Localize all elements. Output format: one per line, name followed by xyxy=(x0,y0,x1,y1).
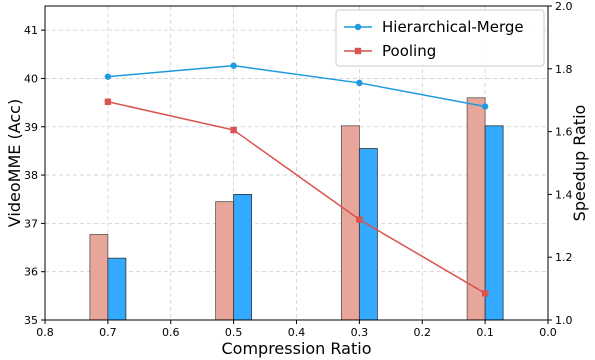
y-right-tick-label: 1.8 xyxy=(555,63,573,76)
point-hierarchical-merge xyxy=(481,103,489,110)
point-pooling xyxy=(104,98,112,105)
x-tick-label: 0.4 xyxy=(288,326,306,339)
y-right-tick-label: 1.0 xyxy=(555,314,573,327)
bar-hierarchical-merge xyxy=(233,193,253,321)
bar-hierarchical-merge xyxy=(358,148,378,321)
point-hierarchical-merge xyxy=(104,73,112,80)
x-tick-label: 0.0 xyxy=(539,326,557,339)
y-left-tick-label: 39 xyxy=(24,121,38,134)
x-tick-label: 0.1 xyxy=(476,326,494,339)
x-axis-label: Compression Ratio xyxy=(222,339,372,358)
x-tick-label: 0.2 xyxy=(414,326,432,339)
x-tick-label: 0.7 xyxy=(99,326,117,339)
y-left-tick-label: 36 xyxy=(24,266,38,279)
x-tick-label: 0.3 xyxy=(351,326,369,339)
point-pooling xyxy=(230,126,237,134)
x-tick-label: 0.5 xyxy=(225,326,243,339)
line-pooling xyxy=(107,101,486,294)
bar-pooling xyxy=(466,97,486,321)
lines xyxy=(104,62,489,297)
legend-marker-hierarchical-merge xyxy=(354,23,362,31)
y-axis-left-label: VideoMME (Acc) xyxy=(5,99,24,227)
point-pooling xyxy=(481,290,489,297)
y-left-tick-label: 37 xyxy=(24,217,38,230)
x-tick-label: 0.8 xyxy=(36,326,54,339)
y-left-tick-label: 38 xyxy=(24,169,38,182)
y-right-tick-label: 1.6 xyxy=(555,126,573,139)
x-tick-label: 0.6 xyxy=(162,326,180,339)
y-right-tick-label: 1.4 xyxy=(555,188,573,201)
y-axis-right-label: Speedup Ratio xyxy=(570,105,589,222)
bar-hierarchical-merge xyxy=(107,257,127,321)
bar-pooling xyxy=(89,234,109,321)
legend-label-hierarchical-merge: Hierarchical-Merge xyxy=(382,18,524,36)
y-left-tick-label: 41 xyxy=(24,24,38,37)
point-hierarchical-merge xyxy=(230,62,237,69)
bars xyxy=(89,97,504,321)
y-right-tick-label: 1.2 xyxy=(555,251,573,264)
line-hierarchical-merge xyxy=(107,64,486,108)
y-right-tick-label: 2.0 xyxy=(555,0,573,13)
legend-marker-pooling xyxy=(354,47,362,55)
bar-pooling xyxy=(215,201,235,321)
legend-box xyxy=(335,9,545,67)
bar-pooling xyxy=(340,125,360,321)
axes: 0.8 0.7 0.6 0.5 0.4 0.3 0.2 0.1 0.0 35 36 37 38 39 40 4… xyxy=(24,0,573,339)
y-left-tick-label: 40 xyxy=(24,72,38,85)
y-left-tick-label: 35 xyxy=(24,314,38,327)
legend-label-pooling: Pooling xyxy=(382,42,436,60)
point-pooling xyxy=(356,216,363,223)
point-hierarchical-merge xyxy=(356,79,363,87)
legend: Hierarchical-Merge Pooling xyxy=(335,9,545,67)
